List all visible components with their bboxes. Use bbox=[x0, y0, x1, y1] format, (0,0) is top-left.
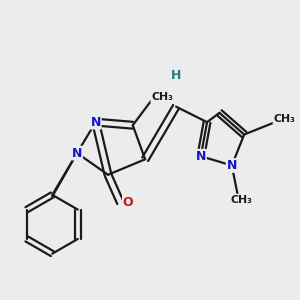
Text: CH₃: CH₃ bbox=[274, 114, 296, 124]
Text: H: H bbox=[171, 69, 181, 82]
Text: N: N bbox=[90, 116, 101, 129]
Text: N: N bbox=[72, 147, 82, 160]
Text: CH₃: CH₃ bbox=[230, 194, 252, 205]
Text: N: N bbox=[196, 150, 206, 163]
Text: CH₃: CH₃ bbox=[151, 92, 173, 102]
Text: N: N bbox=[226, 159, 237, 172]
Text: O: O bbox=[123, 196, 134, 209]
